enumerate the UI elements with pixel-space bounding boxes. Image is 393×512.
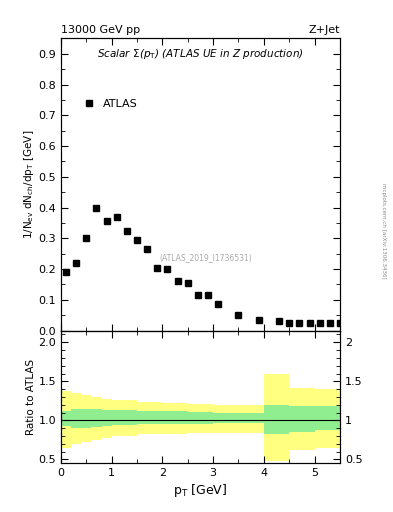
- Legend: ATLAS: ATLAS: [78, 94, 143, 115]
- Text: Scalar $\Sigma$(p$_{\mathsf{T}}$) (ATLAS UE in Z production): Scalar $\Sigma$(p$_{\mathsf{T}}$) (ATLAS…: [97, 47, 304, 61]
- Y-axis label: 1/N$_{\mathsf{ev}}$ dN$_{\mathsf{ch}}$/dp$_{\mathsf{T}}$ [GeV]: 1/N$_{\mathsf{ev}}$ dN$_{\mathsf{ch}}$/d…: [22, 130, 35, 239]
- Y-axis label: Ratio to ATLAS: Ratio to ATLAS: [26, 359, 35, 435]
- Text: Z+Jet: Z+Jet: [309, 25, 340, 35]
- Text: mcplots.cern.ch [arXiv:1306.3436]: mcplots.cern.ch [arXiv:1306.3436]: [381, 183, 386, 278]
- Text: 13000 GeV pp: 13000 GeV pp: [61, 25, 140, 35]
- X-axis label: p$_{\mathsf{T}}$ [GeV]: p$_{\mathsf{T}}$ [GeV]: [173, 482, 228, 499]
- Text: (ATLAS_2019_I1736531): (ATLAS_2019_I1736531): [160, 253, 252, 262]
